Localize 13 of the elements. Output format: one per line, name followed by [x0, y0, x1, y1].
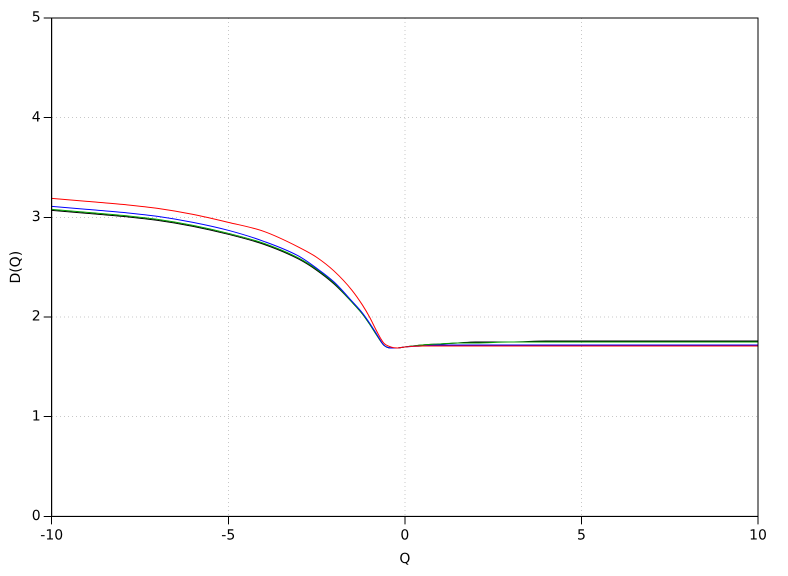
x-tick-label: 5: [576, 527, 586, 544]
x-tick-label: -5: [221, 527, 236, 544]
y-tick-label: 4: [32, 109, 41, 126]
y-tick-label: 2: [32, 308, 41, 325]
x-tick-label: -10: [40, 527, 64, 544]
y-axis-title: D(Q): [8, 250, 24, 284]
x-tick-label: 0: [400, 527, 410, 544]
y-tick-label: 5: [32, 10, 41, 26]
y-tick-label: 0: [32, 508, 41, 524]
x-tick-label: 10: [749, 527, 767, 544]
y-tick-label: 1: [32, 408, 41, 424]
y-tick-label: 3: [32, 209, 41, 225]
x-axis-title: Q: [399, 551, 410, 568]
